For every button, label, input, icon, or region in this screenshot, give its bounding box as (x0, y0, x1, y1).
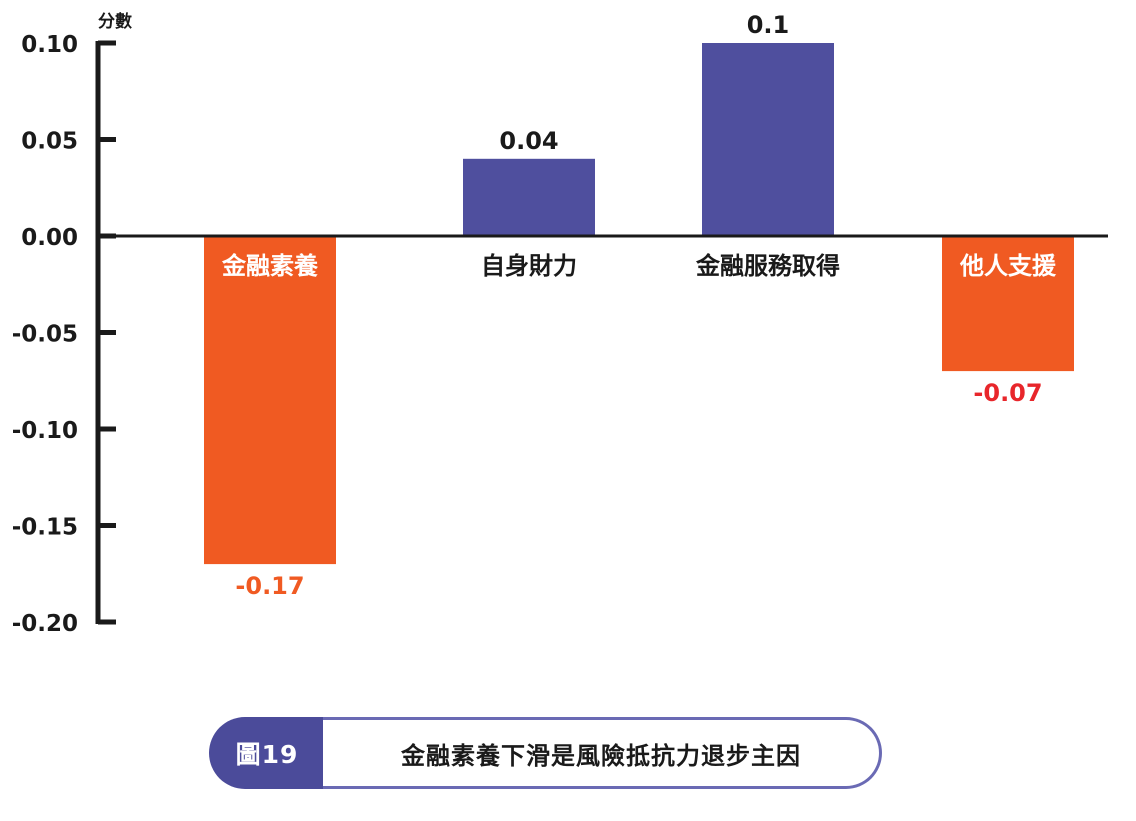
category-label: 自身財力 (481, 252, 577, 280)
bar (463, 158, 595, 236)
bars (204, 43, 1074, 565)
bar (942, 236, 1074, 372)
labels: 金融素養 -0.17 自身財力 0.04 金融服務取得 0.1 他人支援 -0.07 (98, 11, 1108, 600)
data-label: -0.07 (973, 379, 1042, 407)
y-tick-label: 0.05 (21, 129, 78, 155)
bar (702, 43, 834, 236)
category-label: 他人支援 (959, 252, 1057, 280)
data-label: 0.1 (747, 11, 790, 39)
y-tick-label: 0.00 (21, 225, 78, 251)
figure-caption: 圖19 金融素養下滑是風險抵抗力退步主因 (209, 717, 887, 789)
y-tick-label: -0.10 (12, 418, 78, 444)
figure-title: 金融素養下滑是風險抵抗力退步主因 (323, 717, 882, 789)
y-axis-label: 分數 (98, 11, 132, 32)
bar (204, 236, 336, 565)
category-label: 金融素養 (221, 252, 318, 280)
figure-number: 圖19 (209, 717, 325, 789)
bar-chart: 分數 0.10 0.05 0.00 -0.05 -0.10 -0.15 -0.20 金融素養… (12, 11, 1108, 637)
data-label: -0.17 (235, 572, 304, 600)
y-tick-label: 0.10 (21, 32, 78, 58)
y-axis: 0.10 0.05 0.00 -0.05 -0.10 -0.15 -0.20 (12, 32, 116, 637)
category-label: 金融服務取得 (695, 252, 840, 280)
y-tick-label: -0.20 (12, 611, 78, 637)
y-tick-label: -0.05 (12, 322, 78, 348)
data-label: 0.04 (499, 127, 558, 155)
y-tick-label: -0.15 (12, 515, 78, 541)
